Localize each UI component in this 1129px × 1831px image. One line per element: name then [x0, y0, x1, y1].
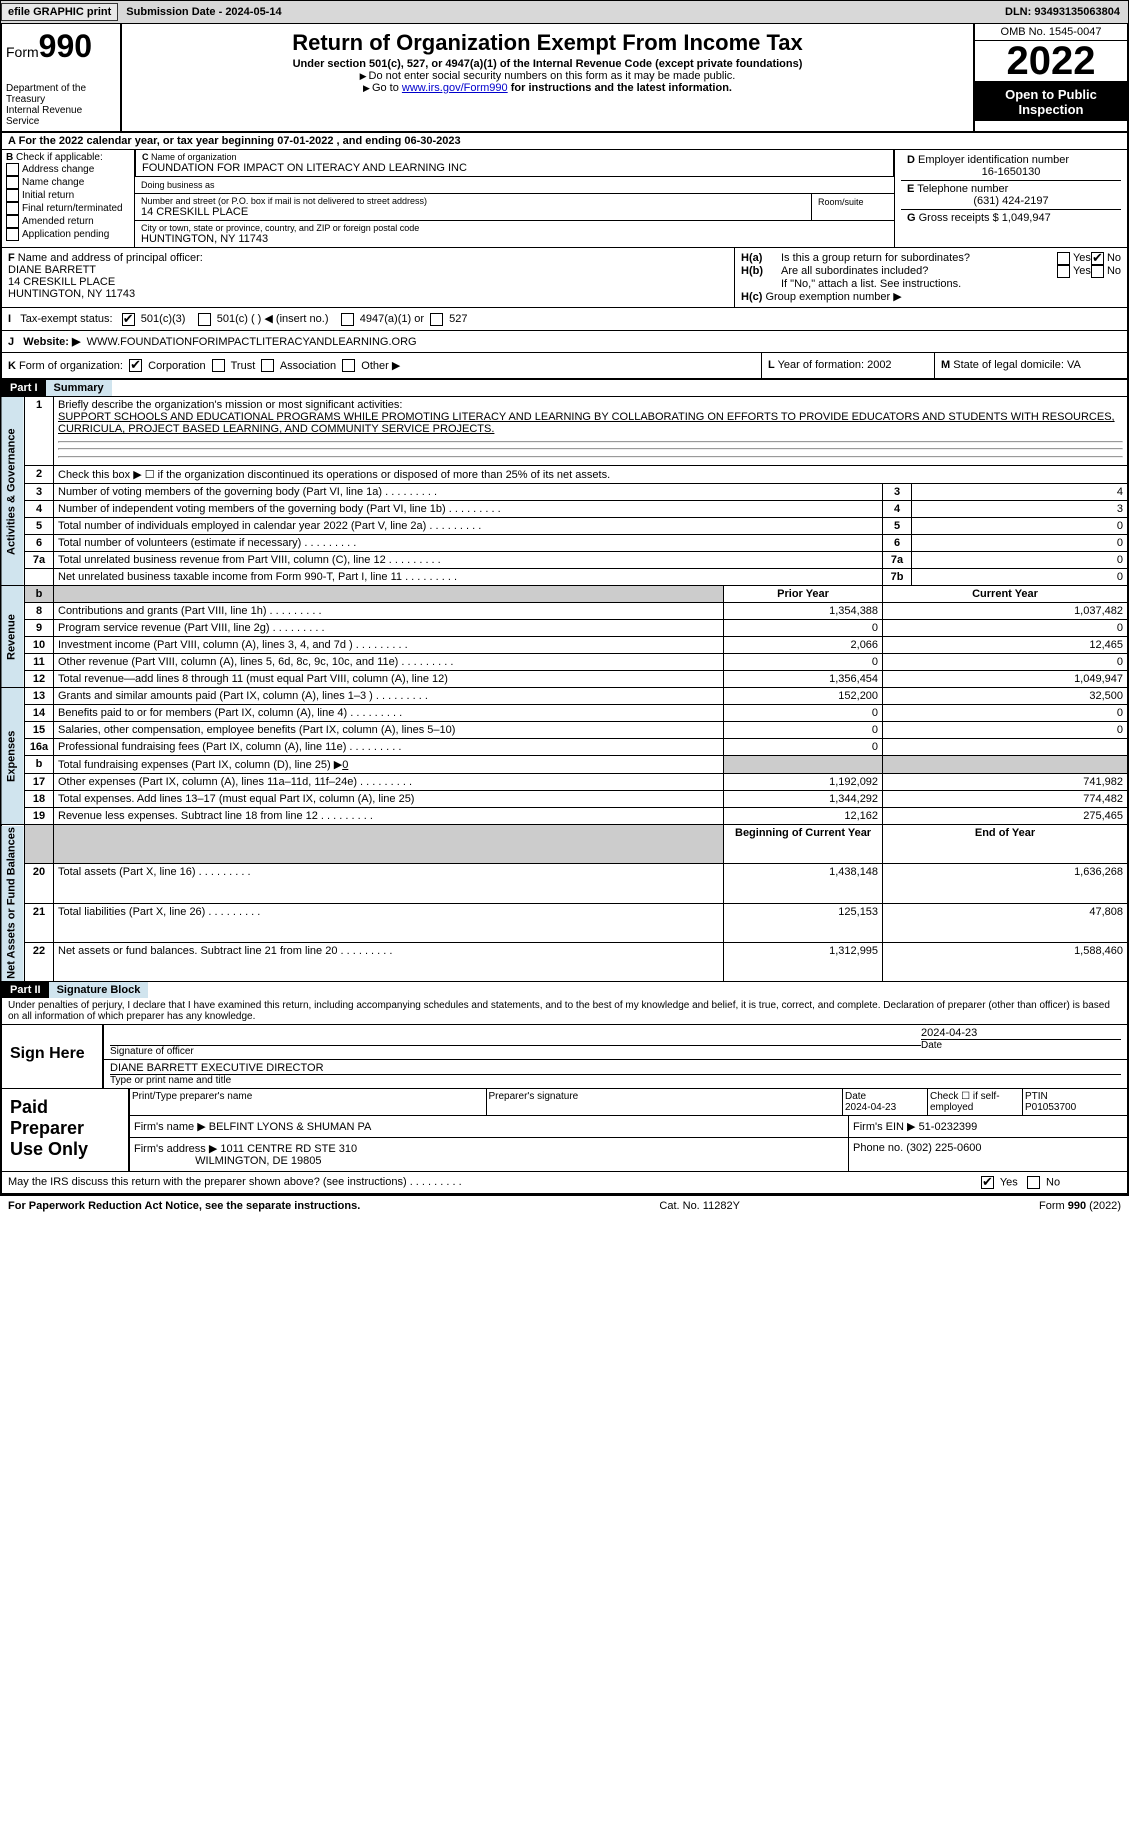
tax-year: 2022: [975, 41, 1127, 83]
officer-name: DIANE BARRETT: [8, 264, 96, 276]
ha-no[interactable]: [1091, 252, 1104, 265]
phone: (631) 424-2197: [907, 195, 1115, 207]
amended-checkbox[interactable]: [6, 215, 19, 228]
open-inspection: Open to Public Inspection: [975, 83, 1127, 121]
top-toolbar: efile GRAPHIC print Submission Date - 20…: [0, 0, 1129, 24]
efile-button[interactable]: efile GRAPHIC print: [1, 3, 118, 21]
line-a: A For the 2022 calendar year, or tax yea…: [0, 133, 1129, 150]
line-i: I Tax-exempt status: 501(c)(3) 501(c) ( …: [0, 308, 1129, 331]
page-footer: For Paperwork Reduction Act Notice, see …: [0, 1195, 1129, 1216]
sign-here-label: Sign Here: [2, 1025, 102, 1088]
submission-date: Submission Date - 2024-05-14: [126, 6, 281, 18]
form-number: Form990: [6, 28, 116, 65]
paid-preparer-label: Paid Preparer Use Only: [2, 1089, 128, 1171]
501c3-checkbox[interactable]: [122, 313, 135, 326]
hb-no[interactable]: [1091, 265, 1104, 278]
initial-return-checkbox[interactable]: [6, 189, 19, 202]
irs-label: Internal Revenue Service: [6, 105, 116, 127]
vert-revenue: Revenue: [1, 586, 25, 688]
irs-link[interactable]: www.irs.gov/Form990: [402, 82, 508, 94]
addr-change-checkbox[interactable]: [6, 163, 19, 176]
firm-name: BELFINT LYONS & SHUMAN PA: [209, 1121, 372, 1133]
declaration: Under penalties of perjury, I declare th…: [0, 998, 1129, 1025]
officer-signed-name: DIANE BARRETT EXECUTIVE DIRECTOR: [110, 1062, 1121, 1074]
vert-expenses: Expenses: [1, 688, 25, 825]
vert-activities: Activities & Governance: [1, 397, 25, 586]
org-city: HUNTINGTON, NY 11743: [141, 233, 888, 245]
summary-table: Activities & Governance 1 Briefly descri…: [0, 396, 1129, 982]
dept-label: Department of the Treasury: [6, 83, 116, 105]
section-f-h: F Name and address of principal officer:…: [0, 248, 1129, 308]
part2-header: Part IISignature Block: [0, 982, 1129, 998]
gross-receipts: 1,049,947: [1002, 212, 1051, 224]
discuss-yes[interactable]: [981, 1176, 994, 1189]
name-change-checkbox[interactable]: [6, 176, 19, 189]
part1-header: Part ISummary: [0, 380, 1129, 396]
form-header: Form990 Department of the Treasury Inter…: [0, 24, 1129, 133]
note-ssn: Do not enter social security numbers on …: [126, 70, 969, 82]
org-address: 14 CRESKILL PLACE: [141, 206, 805, 218]
website: WWW.FOUNDATIONFORIMPACTLITERACYANDLEARNI…: [87, 336, 417, 348]
final-return-checkbox[interactable]: [6, 202, 19, 215]
line-k-l-m: K Form of organization: Corporation Trus…: [0, 353, 1129, 381]
ein: 16-1650130: [907, 166, 1115, 178]
ha-yes[interactable]: [1057, 252, 1070, 265]
section-b-to-g: B Check if applicable: Address change Na…: [0, 150, 1129, 248]
note-link: Go to www.irs.gov/Form990 for instructio…: [126, 82, 969, 94]
check-applicable: B Check if applicable: Address change Na…: [2, 150, 135, 247]
form-subtitle: Under section 501(c), 527, or 4947(a)(1)…: [126, 58, 969, 70]
mission-text: SUPPORT SCHOOLS AND EDUCATIONAL PROGRAMS…: [58, 411, 1115, 435]
app-pending-checkbox[interactable]: [6, 228, 19, 241]
org-name: FOUNDATION FOR IMPACT ON LITERACY AND LE…: [142, 162, 887, 174]
discuss-no[interactable]: [1027, 1176, 1040, 1189]
signature-block: Sign Here Signature of officer 2024-04-2…: [0, 1025, 1129, 1195]
form-title: Return of Organization Exempt From Incom…: [126, 30, 969, 56]
dln-label: DLN: 93493135063804: [1005, 6, 1120, 18]
hb-yes[interactable]: [1057, 265, 1070, 278]
line-j: J Website: ▶ WWW.FOUNDATIONFORIMPACTLITE…: [0, 331, 1129, 353]
vert-netassets: Net Assets or Fund Balances: [1, 825, 25, 982]
